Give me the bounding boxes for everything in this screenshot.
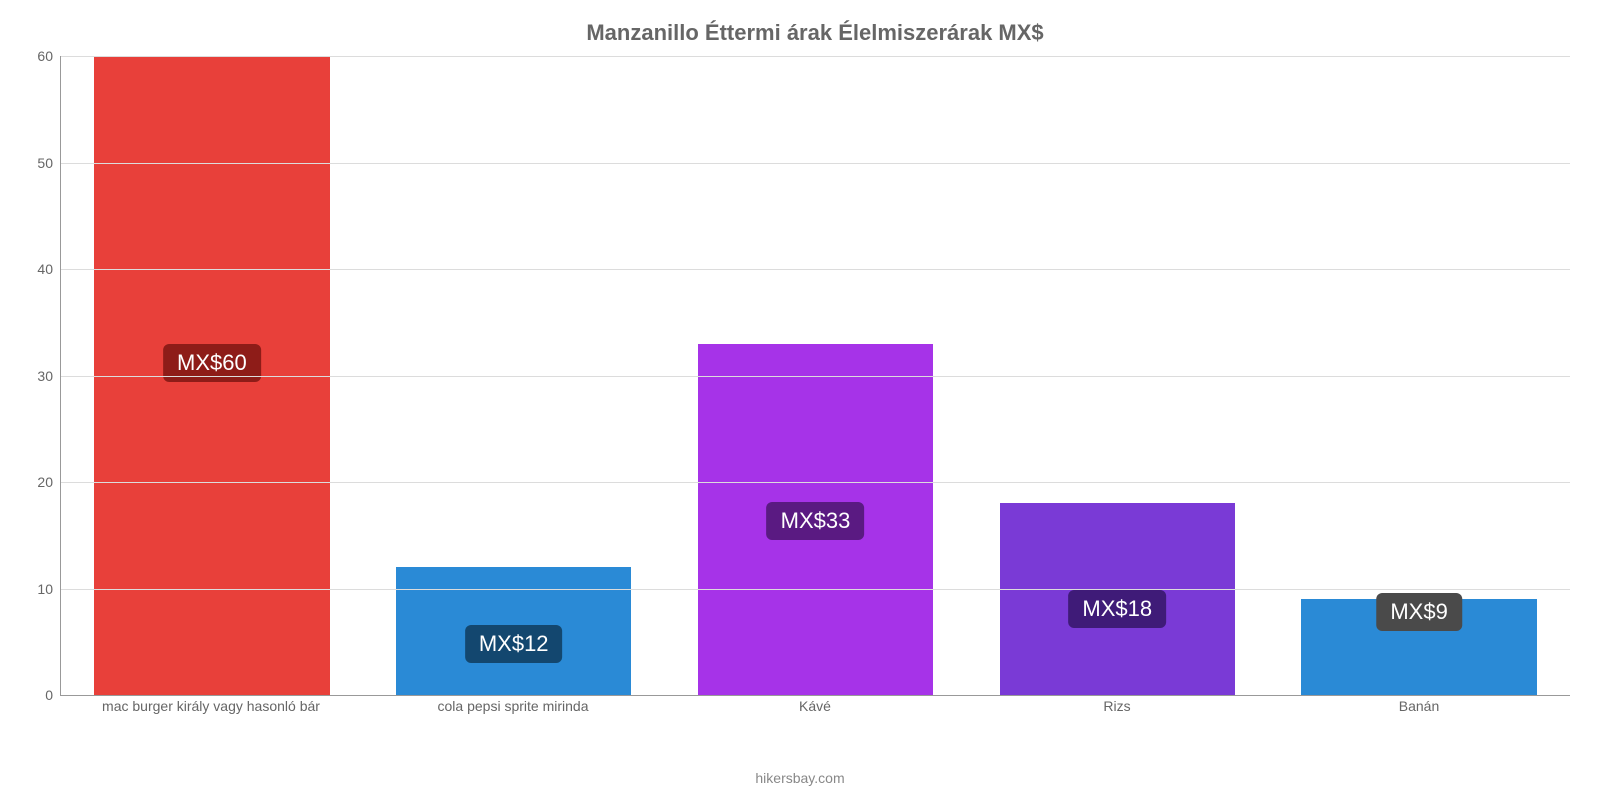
value-badge: MX$33 bbox=[767, 502, 865, 540]
y-tick-label: 60 bbox=[37, 48, 61, 64]
y-tick-label: 50 bbox=[37, 155, 61, 171]
y-tick-label: 0 bbox=[45, 687, 61, 703]
x-axis-labels: mac burger király vagy hasonló bárcola p… bbox=[60, 698, 1570, 714]
bar-slot: MX$33 bbox=[665, 56, 967, 695]
x-tick-label: cola pepsi sprite mirinda bbox=[362, 698, 664, 714]
x-tick-label: mac burger király vagy hasonló bár bbox=[60, 698, 362, 714]
chart-title: Manzanillo Éttermi árak Élelmiszerárak M… bbox=[60, 20, 1570, 46]
bar-slot: MX$18 bbox=[966, 56, 1268, 695]
value-badge: MX$9 bbox=[1376, 593, 1461, 631]
bar: MX$33 bbox=[698, 344, 933, 695]
bar-slot: MX$12 bbox=[363, 56, 665, 695]
y-tick-label: 40 bbox=[37, 261, 61, 277]
bars-group: MX$60 MX$12 MX$33 MX$18 MX$9 bbox=[61, 56, 1570, 695]
x-tick-label: Rizs bbox=[966, 698, 1268, 714]
bar: MX$12 bbox=[396, 567, 631, 695]
bar-slot: MX$9 bbox=[1268, 56, 1570, 695]
x-tick-label: Kávé bbox=[664, 698, 966, 714]
chart-footer: hikersbay.com bbox=[0, 770, 1600, 786]
bar-slot: MX$60 bbox=[61, 56, 363, 695]
bar: MX$9 bbox=[1301, 599, 1536, 695]
price-bar-chart: Manzanillo Éttermi árak Élelmiszerárak M… bbox=[0, 0, 1600, 800]
y-tick-label: 20 bbox=[37, 474, 61, 490]
bar: MX$18 bbox=[1000, 503, 1235, 695]
value-badge: MX$12 bbox=[465, 625, 563, 663]
x-tick-label: Banán bbox=[1268, 698, 1570, 714]
bar: MX$60 bbox=[94, 56, 329, 695]
y-tick-label: 30 bbox=[37, 368, 61, 384]
y-tick-label: 10 bbox=[37, 581, 61, 597]
value-badge: MX$18 bbox=[1068, 590, 1166, 628]
value-badge: MX$60 bbox=[163, 344, 261, 382]
plot-area: MX$60MX$12MX$33MX$18MX$9 0102030405060 bbox=[60, 56, 1570, 696]
